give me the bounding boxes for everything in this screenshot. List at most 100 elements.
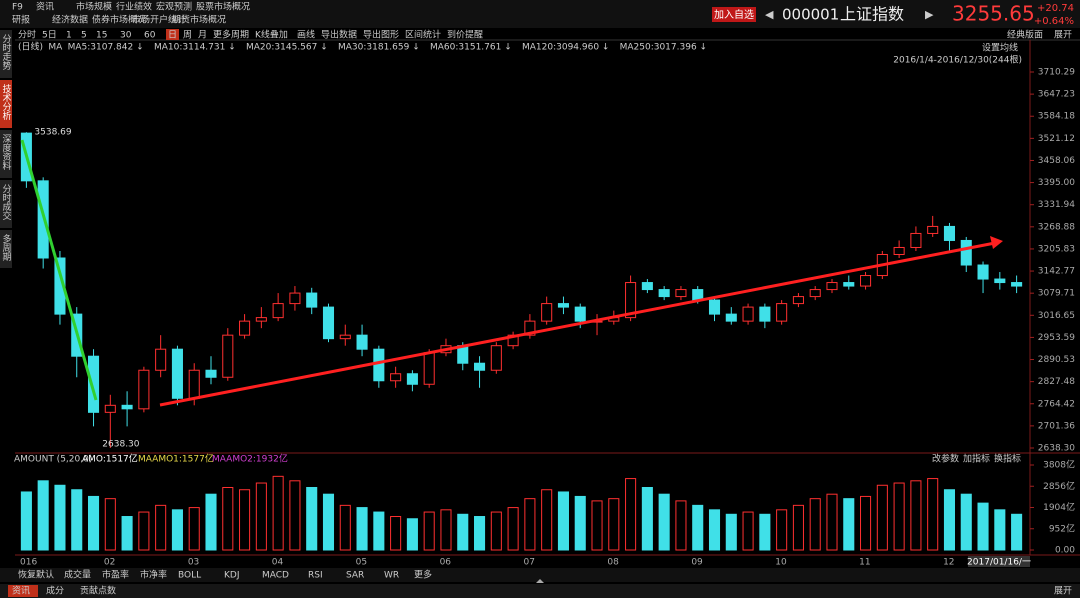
sidebar-label[interactable]: 多周期 — [1, 233, 12, 262]
sidebar-tab[interactable] — [0, 180, 12, 228]
sidebar-tab[interactable] — [0, 130, 12, 178]
sidebar-label[interactable]: 分时成交 — [1, 184, 12, 221]
menu-item[interactable]: 市场规模 — [76, 1, 112, 13]
expand-button[interactable]: 展开 — [1054, 30, 1072, 41]
toolbar-item[interactable]: 60 — [144, 31, 156, 41]
ma-legend: MA30:3181.659 ↓ — [338, 43, 420, 53]
toolbar-item[interactable]: 区间统计 — [405, 29, 441, 41]
indicator-tab[interactable]: KDJ — [224, 571, 240, 581]
setting-ma[interactable]: 设置均线 — [982, 42, 1018, 54]
menu-item[interactable]: 研报 — [12, 14, 30, 26]
toolbar-item[interactable]: 5日 — [42, 30, 57, 41]
menu-item[interactable]: 资讯 — [36, 2, 54, 13]
ma-legend: MA120:3094.960 ↓ — [522, 43, 609, 53]
volume-bar — [322, 493, 335, 551]
x-tick-label: 11 — [859, 558, 870, 568]
volume-button[interactable]: 加指标 — [963, 453, 990, 465]
menu-item[interactable]: 经济数据 — [52, 14, 88, 26]
candle-body — [927, 225, 939, 234]
x-tick-label: 08 — [607, 558, 619, 568]
indicator-tab[interactable]: 更多 — [414, 569, 432, 581]
indicator-tab[interactable]: 成交量 — [64, 569, 91, 581]
toolbar-item[interactable]: 到价提醒 — [447, 29, 483, 41]
toolbar-item[interactable]: 周 — [183, 30, 192, 41]
toolbar-item[interactable]: 导出图形 — [363, 29, 399, 41]
candle-body — [826, 282, 838, 291]
y-tick-label: 2701.36 — [1038, 421, 1075, 431]
range-label: 2016/1/4-2016/12/30(244根) — [893, 54, 1022, 66]
change-pct: +0.64% — [1034, 16, 1074, 27]
indicator-tab[interactable]: MACD — [262, 571, 289, 581]
sidebar-tab[interactable] — [0, 30, 12, 78]
candle-body — [541, 303, 553, 322]
toolbar-item[interactable]: 1 — [66, 31, 72, 41]
menu-item[interactable]: 期货市场概况 — [172, 14, 226, 26]
bottom-tab[interactable]: 成分 — [46, 585, 64, 597]
candle-body — [306, 292, 318, 308]
sidebar-tab[interactable] — [0, 80, 12, 128]
bottom-tab[interactable]: 贡献点数 — [80, 585, 116, 597]
volume-bar — [272, 475, 284, 551]
volume-bar — [625, 478, 637, 551]
volume-button[interactable]: 换指标 — [994, 453, 1021, 465]
y-tick-label: 3584.18 — [1038, 112, 1075, 122]
toolbar-item[interactable]: 30 — [120, 31, 132, 41]
toolbar-item[interactable]: K线叠加 — [255, 29, 288, 41]
indicator-tab[interactable]: 恢复默认 — [18, 569, 54, 581]
candle-body — [87, 355, 100, 413]
volume-bar — [675, 500, 687, 551]
sidebar-tab[interactable] — [0, 230, 12, 268]
y-tick-label: 1904亿 — [1043, 501, 1075, 513]
indicator-tab[interactable]: WR — [384, 571, 399, 581]
y-tick-label: 3521.12 — [1038, 134, 1075, 144]
volume-bar — [205, 493, 217, 551]
candle-body — [943, 225, 956, 241]
toolbar-item[interactable]: 分时 — [18, 29, 36, 41]
volume-ma2: MAAMO2:1932亿 — [212, 453, 288, 465]
x-tick-label: 12 — [943, 558, 954, 568]
candle-body — [474, 362, 486, 371]
toolbar-item[interactable]: 导出数据 — [321, 29, 357, 41]
layout-button[interactable]: 经典版面 — [1007, 29, 1043, 41]
add-button[interactable] — [712, 7, 756, 22]
toolbar-item[interactable]: 5 — [81, 31, 87, 41]
low-label: 2638.30 — [102, 440, 139, 450]
sidebar-label[interactable]: 分时走势 — [1, 34, 12, 71]
sidebar-label[interactable]: 技术分析 — [1, 83, 12, 121]
indicator-tab[interactable]: RSI — [308, 571, 323, 581]
trend-arrow — [159, 241, 996, 407]
y-tick-label: 3079.71 — [1038, 289, 1075, 299]
menu-item[interactable]: 行业绩效 — [116, 1, 152, 13]
menu-item[interactable]: 债券市场概况 — [92, 14, 146, 26]
toolbar-item[interactable]: 月 — [198, 30, 207, 41]
bottom-expand[interactable]: 展开 — [1054, 586, 1072, 597]
toolbar-item[interactable]: 日 — [168, 30, 177, 41]
volume-bar — [910, 480, 922, 551]
sidebar-label[interactable]: 深度资料 — [1, 134, 12, 171]
candle-body — [490, 345, 502, 371]
bottom-tab[interactable]: 资讯 — [12, 586, 30, 597]
candle-body — [843, 282, 855, 287]
volume-button[interactable]: 改参数 — [932, 453, 959, 465]
candle-body — [675, 289, 687, 298]
indicator-tab[interactable]: BOLL — [178, 571, 201, 581]
toolbar-item[interactable]: 15 — [96, 31, 107, 41]
indicator-tab[interactable]: SAR — [346, 571, 364, 581]
menu-item[interactable]: 市场开户统计 — [132, 14, 186, 26]
ma-legend: (日线) — [18, 41, 43, 53]
candle-body — [1011, 282, 1023, 287]
toolbar-item[interactable]: 画线 — [297, 29, 315, 41]
menu-item[interactable]: 宏观预测 — [156, 1, 192, 13]
add-watchlist[interactable]: 加入自选 — [714, 8, 754, 21]
date-box — [968, 556, 1030, 567]
indicator-tab[interactable]: 市净率 — [140, 569, 167, 581]
nav-prev: ◀ — [765, 8, 774, 21]
indicator-tab[interactable]: 市盈率 — [102, 569, 129, 581]
y-tick-label: 2638.30 — [1038, 444, 1075, 454]
volume-bar — [490, 511, 502, 551]
tab-active — [8, 585, 38, 597]
toolbar-item[interactable]: 更多周期 — [213, 29, 249, 41]
menu-item[interactable]: F9 — [12, 3, 23, 13]
menu-item[interactable]: 股票市场概况 — [196, 1, 250, 13]
volume-bar — [876, 484, 888, 551]
